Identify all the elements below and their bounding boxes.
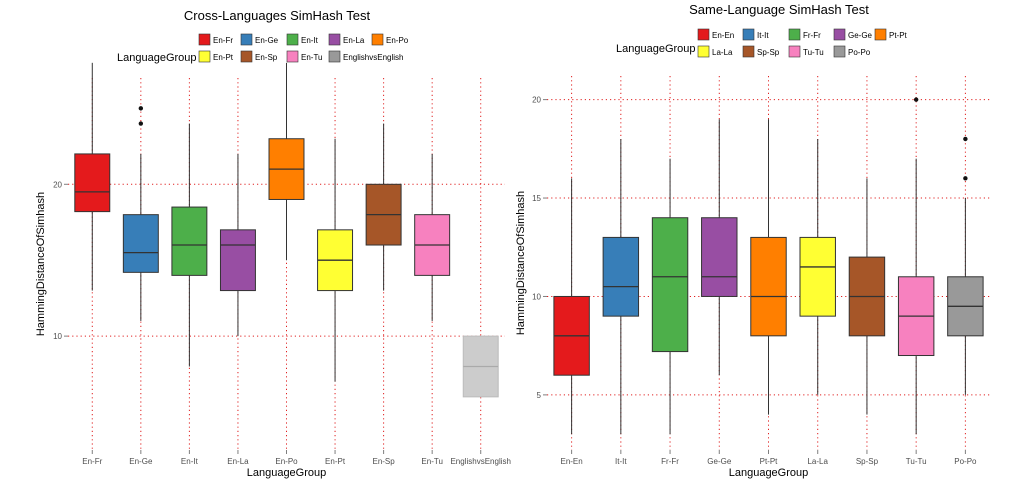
y-tick-label: 20 xyxy=(532,96,541,105)
legend-label: En-Tu xyxy=(301,53,323,62)
legend-label: Po-Po xyxy=(848,48,871,57)
box xyxy=(603,237,638,316)
legend-swatch xyxy=(287,51,298,62)
legend-swatch xyxy=(329,34,340,45)
x-axis-label: LanguageGroup xyxy=(729,467,809,479)
x-tick-label: En-Fr xyxy=(82,457,102,466)
y-axis-label: HammingDistanceOfSimhash xyxy=(515,191,527,335)
x-tick-label: En-Tu xyxy=(421,457,443,466)
x-tick-label: Pt-Pt xyxy=(760,457,779,466)
x-tick-label: It-It xyxy=(615,457,627,466)
y-tick-label: 5 xyxy=(537,391,542,400)
y-tick-label: 10 xyxy=(53,332,62,341)
legend-swatch xyxy=(329,51,340,62)
box xyxy=(75,154,110,212)
x-tick-label: En-Sp xyxy=(372,457,395,466)
legend-label: Fr-Fr xyxy=(803,31,821,40)
x-tick-label: En-Po xyxy=(275,457,298,466)
box xyxy=(800,237,835,316)
legend-title: LanguageGroup xyxy=(117,52,197,64)
outlier-point xyxy=(963,176,967,180)
legend-label: Ge-Ge xyxy=(848,31,873,40)
x-tick-label: Po-Po xyxy=(954,457,977,466)
x-tick-label: Fr-Fr xyxy=(661,457,679,466)
box xyxy=(652,218,687,352)
outlier-point xyxy=(963,137,967,141)
legend-label: It-It xyxy=(757,31,769,40)
box xyxy=(123,215,158,273)
y-tick-label: 10 xyxy=(532,292,541,301)
legend-swatch xyxy=(698,29,709,40)
legend-label: Sp-Sp xyxy=(757,48,780,57)
legend-swatch xyxy=(789,46,800,57)
legend-label: En-Sp xyxy=(255,53,278,62)
legend-swatch xyxy=(287,34,298,45)
y-tick-label: 20 xyxy=(53,180,62,189)
legend-label: En-Ge xyxy=(255,36,279,45)
outlier-point xyxy=(139,121,143,125)
legend-label: Tu-Tu xyxy=(803,48,824,57)
legend-label: En-La xyxy=(343,36,365,45)
box xyxy=(172,207,207,275)
legend-swatch xyxy=(199,51,210,62)
x-tick-label: En-Ge xyxy=(129,457,153,466)
legend-label: En-En xyxy=(712,31,734,40)
y-tick-label: 15 xyxy=(532,194,541,203)
box xyxy=(751,237,786,335)
legend-label: La-La xyxy=(712,48,733,57)
y-axis-label: HammingDistanceOfSimhash xyxy=(35,192,47,336)
x-tick-label: EnglishvsEnglish xyxy=(450,457,510,466)
legend-label: En-Fr xyxy=(213,36,233,45)
legend-label: EnglishvsEnglish xyxy=(343,53,403,62)
x-tick-label: En-Pt xyxy=(325,457,346,466)
legend-swatch xyxy=(698,46,709,57)
legend-swatch xyxy=(834,46,845,57)
legend-label: En-Pt xyxy=(213,53,234,62)
legend-swatch xyxy=(372,34,383,45)
same-language-chart: Same-Language SimHash Test LanguageGroup E… xyxy=(515,2,990,479)
chart-title: Same-Language SimHash Test xyxy=(689,2,869,17)
legend-label: En-Po xyxy=(386,36,409,45)
x-tick-label: Tu-Tu xyxy=(906,457,927,466)
legend-label: En-It xyxy=(301,36,319,45)
chart-title: Cross-Languages SimHash Test xyxy=(184,8,371,23)
legend-title: LanguageGroup xyxy=(616,43,696,55)
legend-swatch xyxy=(834,29,845,40)
legend-swatch xyxy=(199,34,210,45)
box xyxy=(220,230,255,291)
charts-canvas: Cross-Languages SimHash Test LanguageGrou… xyxy=(0,0,1024,496)
cross-language-chart: Cross-Languages SimHash Test LanguageGrou… xyxy=(35,8,511,479)
box xyxy=(702,218,737,297)
x-tick-label: En-It xyxy=(181,457,199,466)
outlier-point xyxy=(914,97,918,101)
x-tick-label: Ge-Ge xyxy=(707,457,732,466)
x-tick-label: Sp-Sp xyxy=(856,457,879,466)
outlier-point xyxy=(139,106,143,110)
x-tick-label: En-En xyxy=(560,457,582,466)
legend-swatch xyxy=(241,34,252,45)
x-tick-label: En-La xyxy=(227,457,249,466)
legend-swatch xyxy=(875,29,886,40)
x-tick-label: La-La xyxy=(807,457,828,466)
legend-swatch xyxy=(743,29,754,40)
legend-swatch xyxy=(743,46,754,57)
x-axis-label: LanguageGroup xyxy=(247,467,327,479)
legend-swatch xyxy=(241,51,252,62)
legend-swatch xyxy=(789,29,800,40)
legend-label: Pt-Pt xyxy=(889,31,908,40)
